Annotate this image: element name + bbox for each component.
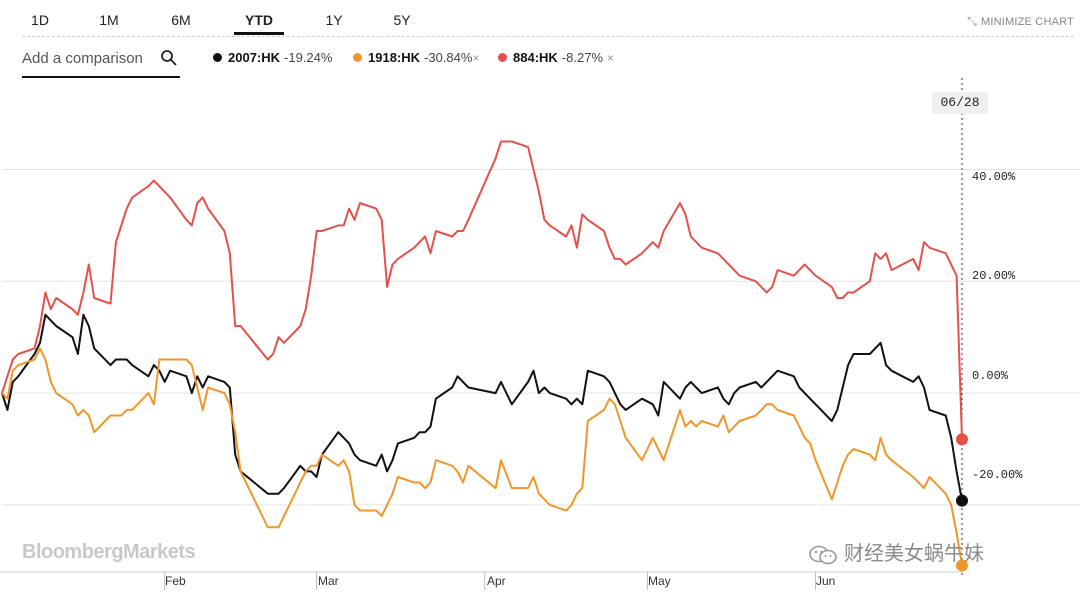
- time-range-bar: 1D 1M 6M YTD 1Y 5Y ⤡ MINIMIZE CHART: [0, 0, 1080, 35]
- series-line-1918hk: [1, 347, 963, 566]
- legend-item-2007hk: 2007:HK -19.24%: [213, 50, 332, 65]
- range-ytd-button[interactable]: YTD: [245, 12, 273, 28]
- minimize-icon: ⤡: [967, 14, 977, 28]
- remove-1918hk-icon[interactable]: ×: [472, 51, 480, 65]
- y-tick-label: 20.00%: [972, 269, 1016, 283]
- range-1y-button[interactable]: 1Y: [325, 12, 343, 28]
- x-tick-label: May: [648, 574, 671, 588]
- cursor-date-badge: 06/28: [932, 92, 988, 114]
- series-end-marker: [956, 559, 968, 572]
- series-end-marker: [956, 494, 968, 507]
- series-end-marker: [956, 433, 968, 446]
- legend-dot-884hk: [498, 53, 507, 62]
- range-5y-button[interactable]: 5Y: [393, 12, 411, 28]
- search-icon[interactable]: [160, 49, 178, 67]
- range-6m-button[interactable]: 6M: [171, 12, 191, 28]
- legend-change: -8.27%: [561, 50, 603, 65]
- minimize-chart-label: MINIMIZE CHART: [980, 16, 1074, 28]
- wechat-icon: [809, 545, 837, 565]
- active-range-underline: [234, 32, 284, 35]
- legend-ticker: 884:HK: [513, 50, 558, 65]
- bloomberg-markets-logo: BloombergMarkets: [22, 541, 196, 563]
- legend-change: -30.84%: [424, 50, 473, 65]
- x-tick-label: Apr: [487, 574, 506, 588]
- series-line-2007hk: [1, 313, 963, 501]
- x-tick-label: Mar: [318, 574, 339, 588]
- legend-dot-1918hk: [353, 53, 362, 62]
- comparison-bar: 2007:HK-19.24% 1918:HK-30.84%× 884:HK-8.…: [0, 40, 1080, 80]
- range-1d-button[interactable]: 1D: [31, 12, 49, 28]
- legend-change: -19.24%: [284, 50, 333, 65]
- minimize-chart-button[interactable]: ⤡ MINIMIZE CHART: [967, 14, 1074, 29]
- comparison-search-input[interactable]: [22, 47, 152, 69]
- header-divider: [22, 36, 1074, 37]
- legend-item-884hk: 884:HK -8.27% ×: [498, 50, 614, 65]
- x-tick-label: Jun: [816, 574, 836, 588]
- legend-ticker: 1918:HK: [368, 50, 421, 65]
- watermark-text: 财经美女蜗牛妹: [844, 543, 984, 565]
- y-tick-label: 0.00%: [972, 369, 1009, 383]
- x-tick-label: Feb: [165, 574, 186, 588]
- y-tick-label: -20.00%: [972, 468, 1023, 482]
- wechat-watermark: 财经美女蜗牛妹: [808, 537, 984, 566]
- legend-item-1918hk: 1918:HK -30.84%×: [353, 50, 479, 65]
- remove-884hk-icon[interactable]: ×: [607, 51, 615, 65]
- range-1m-button[interactable]: 1M: [99, 12, 119, 28]
- y-tick-label: 40.00%: [972, 170, 1016, 184]
- legend-dot-2007hk: [213, 53, 222, 62]
- legend-ticker: 2007:HK: [228, 50, 281, 65]
- comparison-search: [22, 44, 180, 78]
- series-line-884hk: [1, 140, 963, 440]
